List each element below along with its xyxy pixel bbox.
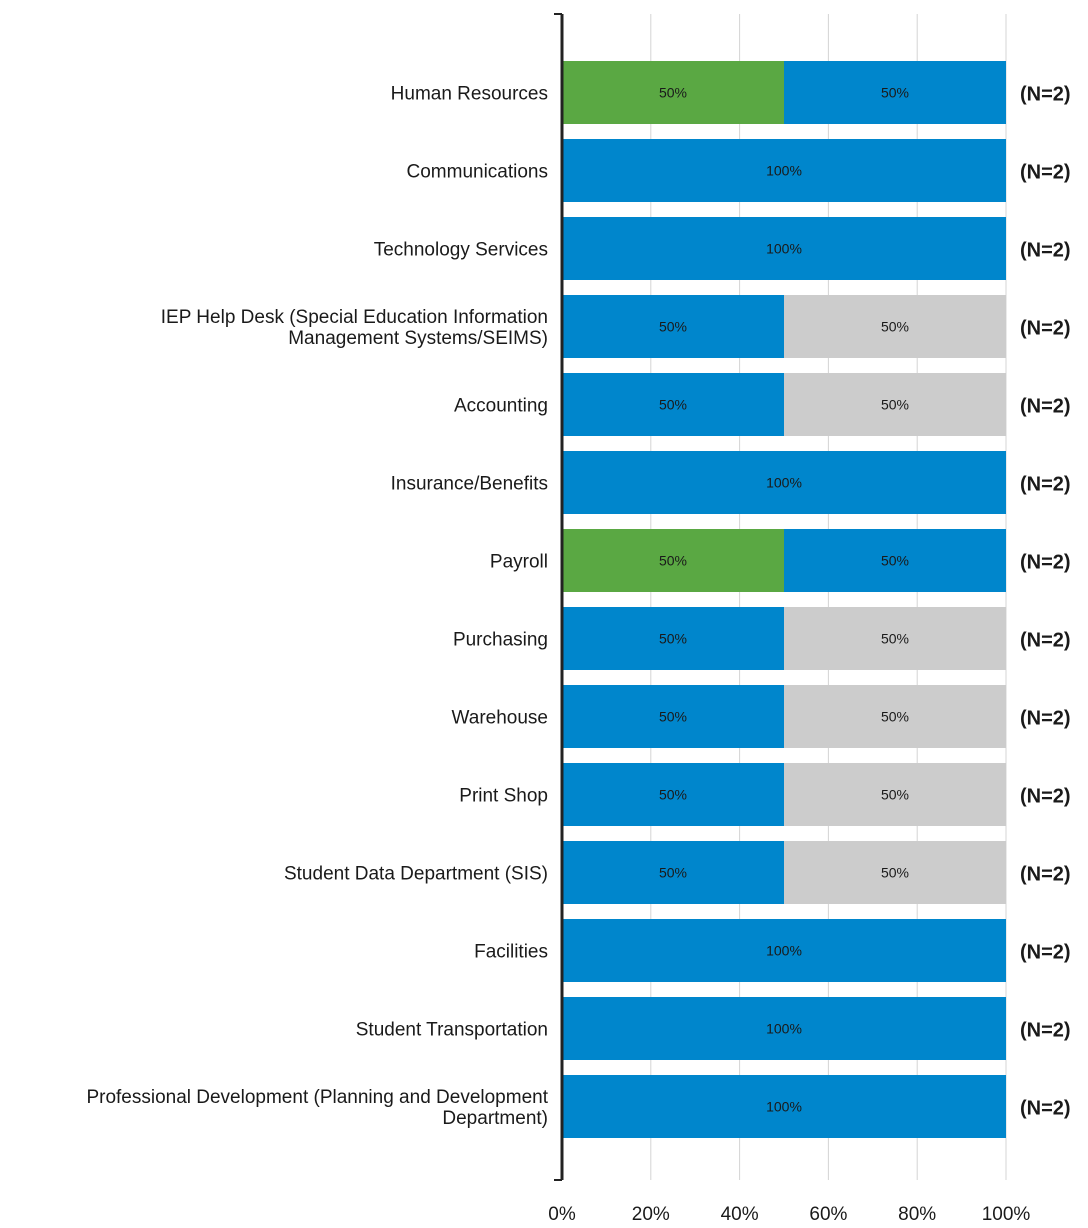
category-label: Warehouse (452, 708, 548, 729)
x-tick-label: 100% (982, 1204, 1031, 1225)
x-tick-label: 20% (632, 1204, 670, 1225)
n-label: (N=2) (1020, 396, 1071, 418)
category-label: Human Resources (391, 84, 548, 105)
data-label: 100% (766, 241, 802, 257)
n-label: (N=2) (1020, 240, 1071, 262)
bar-segment (784, 529, 1006, 592)
data-label: 100% (766, 163, 802, 179)
n-label: (N=2) (1020, 318, 1071, 340)
x-tick-label: 80% (898, 1204, 936, 1225)
n-label: (N=2) (1020, 942, 1071, 964)
category-label: Student Data Department (SIS) (284, 864, 548, 885)
bar-segment (562, 997, 1006, 1060)
y-axis (554, 13, 564, 1181)
data-label: 50% (659, 553, 687, 569)
n-label: (N=2) (1020, 708, 1071, 730)
bar-segment (562, 529, 784, 592)
x-tick-label: 60% (809, 1204, 847, 1225)
data-label: 100% (766, 475, 802, 491)
bar-segment (562, 919, 1006, 982)
n-label: (N=2) (1020, 84, 1071, 106)
n-label: (N=2) (1020, 162, 1071, 184)
n-label: (N=2) (1020, 474, 1071, 496)
bar-segment (562, 841, 784, 904)
category-label: Purchasing (453, 630, 548, 651)
data-label: 50% (881, 631, 909, 647)
bar-segment (784, 607, 1006, 670)
n-label: (N=2) (1020, 552, 1071, 574)
category-label: Payroll (490, 552, 548, 573)
bar-segment (562, 763, 784, 826)
data-label: 50% (881, 85, 909, 101)
bar-segment (562, 61, 784, 124)
category-label: Professional Development (Planning and D… (86, 1087, 548, 1129)
category-label: Insurance/Benefits (391, 474, 548, 495)
data-label: 50% (659, 85, 687, 101)
category-label: Print Shop (459, 786, 548, 807)
n-label: (N=2) (1020, 630, 1071, 652)
data-label: 50% (881, 787, 909, 803)
x-tick-label: 40% (721, 1204, 759, 1225)
bar-segment (562, 295, 784, 358)
data-label: 50% (881, 397, 909, 413)
x-tick-label: 0% (548, 1204, 576, 1225)
data-label: 50% (659, 631, 687, 647)
bar-segment (562, 685, 784, 748)
category-label: Communications (407, 162, 549, 183)
n-label: (N=2) (1020, 864, 1071, 886)
bar-segment (562, 607, 784, 670)
bar-segment (562, 451, 1006, 514)
data-label: 50% (659, 319, 687, 335)
data-label: 50% (659, 787, 687, 803)
category-label: IEP Help Desk (Special Education Informa… (161, 307, 548, 349)
n-label: (N=2) (1020, 786, 1071, 808)
category-label: Student Transportation (356, 1020, 548, 1041)
data-label: 50% (659, 865, 687, 881)
category-label: Technology Services (374, 240, 548, 261)
data-label: 50% (881, 865, 909, 881)
bar-segment (784, 685, 1006, 748)
bars (562, 61, 1006, 1138)
data-label: 50% (881, 709, 909, 725)
data-label: 100% (766, 1099, 802, 1115)
bar-segment (562, 1075, 1006, 1138)
n-label: (N=2) (1020, 1098, 1071, 1120)
bar-segment (562, 139, 1006, 202)
gridlines (650, 14, 1007, 1180)
data-label: 50% (659, 397, 687, 413)
bar-segment (784, 763, 1006, 826)
bar-segment (784, 373, 1006, 436)
data-label: 50% (659, 709, 687, 725)
bar-segment (784, 295, 1006, 358)
data-label: 100% (766, 1021, 802, 1037)
data-label: 50% (881, 319, 909, 335)
bar-segment (562, 217, 1006, 280)
bar-segment (784, 841, 1006, 904)
n-label: (N=2) (1020, 1020, 1071, 1042)
category-label: Accounting (454, 396, 548, 417)
data-label: 100% (766, 943, 802, 959)
category-label: Facilities (474, 942, 548, 963)
labels: 0% 20% 40% 60% 80% 100% 50% 50% Human Resources (… (86, 84, 1070, 1226)
data-label: 50% (881, 553, 909, 569)
bar-segment (562, 373, 784, 436)
bar-segment (784, 61, 1006, 124)
